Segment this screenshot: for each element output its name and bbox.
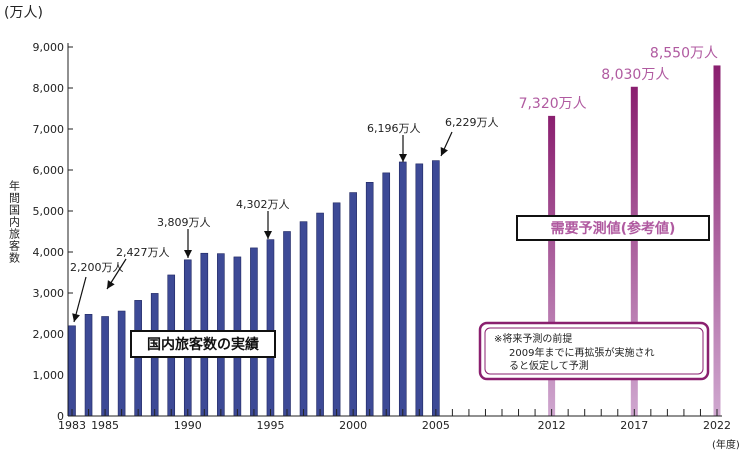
bar-actual (332, 202, 341, 417)
x-tick-label: 1983 (58, 419, 86, 432)
value-annotation: 2,427万人 (116, 246, 170, 259)
value-annotation: 6,196万人 (367, 122, 421, 135)
y-tick-label: 1,000 (33, 369, 65, 382)
forecast-value-label: 8,030万人 (601, 67, 669, 83)
arrowhead (107, 280, 115, 289)
bar-actual (415, 163, 424, 417)
x-tick-label: 2017 (620, 419, 648, 432)
actual-legend-label: 国内旅客数の実績 (147, 336, 259, 353)
actual-legend-box: 国内旅客数の実績 (130, 330, 276, 358)
bar-actual (84, 314, 93, 417)
forecast-legend-label: 需要予測値(参考値) (551, 220, 676, 237)
bar-actual (134, 300, 142, 417)
x-tick-label: 2022 (703, 419, 731, 432)
bar-forecast (713, 65, 721, 416)
y-tick-label: 4,000 (33, 246, 65, 259)
value-annotation: 6,229万人 (445, 116, 499, 129)
x-tick-label: 1995 (256, 419, 284, 432)
bar-actual (283, 231, 291, 417)
arrowhead (440, 147, 448, 156)
arrowhead (264, 231, 272, 239)
arrowhead (399, 154, 407, 162)
x-tick-label: 2012 (538, 419, 566, 432)
bar-actual (316, 212, 324, 417)
bar-actual (365, 182, 374, 417)
bar-actual (299, 221, 308, 417)
y-axis-label: 年間国内旅客数 (8, 179, 21, 264)
bar-actual (117, 310, 126, 417)
arrowhead (72, 313, 80, 322)
y-tick-label: 5,000 (33, 205, 65, 218)
value-annotation: 2,200万人 (70, 261, 124, 274)
bar-forecast (548, 115, 556, 416)
x-tick-label: 2000 (339, 419, 367, 432)
note-line-2: ると仮定して予測 (509, 359, 589, 372)
y-tick-label: 7,000 (33, 123, 65, 136)
forecast-value-label: 7,320万人 (519, 96, 587, 112)
bar-actual (432, 160, 440, 417)
y-tick-label: 8,000 (33, 82, 65, 95)
bar-actual (398, 161, 407, 417)
bar-actual (68, 325, 76, 417)
y-tick-label: 0 (57, 410, 64, 423)
y-tick-label: 6,000 (33, 164, 65, 177)
y-unit-label: (万人) (4, 5, 43, 21)
bar-actual (349, 192, 357, 417)
x-tick-label: 1990 (174, 419, 202, 432)
x-tick-label: 1985 (91, 419, 119, 432)
bar-forecast (630, 86, 638, 417)
forecast-legend-box: 需要予測値(参考値) (516, 215, 710, 241)
y-tick-label: 3,000 (33, 287, 65, 300)
note-title: ※将来予測の前提 (494, 332, 572, 345)
arrowhead (184, 250, 192, 258)
assumption-note: ※将来予測の前提 2009年までに再拡張が実施され ると仮定して予測 (478, 321, 710, 381)
x-tick-label: 2005 (422, 419, 450, 432)
forecast-value-label: 8,550万人 (650, 45, 718, 61)
bar-actual (101, 316, 109, 417)
value-annotation: 4,302万人 (236, 198, 290, 211)
bar-actual (266, 239, 275, 417)
bar-actual (382, 172, 391, 417)
value-annotation: 3,809万人 (157, 216, 211, 229)
note-line-1: 2009年までに再拡張が実施され (509, 346, 654, 359)
y-tick-label: 9,000 (33, 41, 65, 54)
x-unit-label: (年度) (712, 438, 739, 451)
y-tick-label: 2,000 (33, 328, 65, 341)
